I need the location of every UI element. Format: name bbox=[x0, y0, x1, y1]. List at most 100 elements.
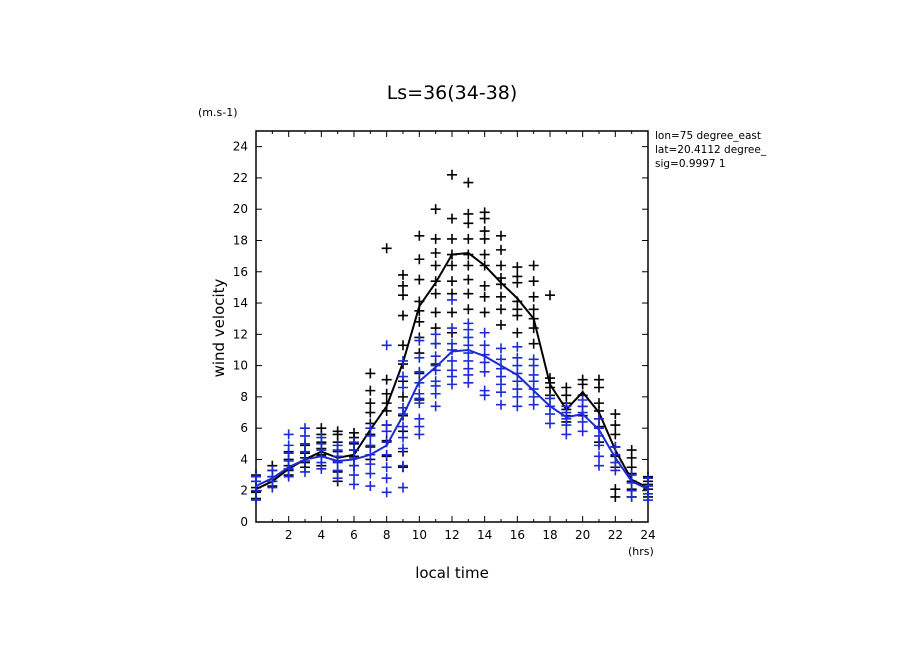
data-point bbox=[398, 421, 408, 432]
x-tick-label: 24 bbox=[640, 528, 655, 542]
data-point bbox=[496, 354, 506, 365]
data-point bbox=[561, 401, 572, 412]
data-point bbox=[381, 420, 392, 431]
data-point bbox=[430, 401, 441, 412]
data-point bbox=[512, 352, 523, 363]
x-tick-label: 8 bbox=[383, 528, 391, 542]
data-point bbox=[349, 479, 359, 490]
x-tick-label: 14 bbox=[477, 528, 492, 542]
data-point bbox=[463, 177, 474, 188]
x-tick-label: 12 bbox=[444, 528, 459, 542]
data-point bbox=[594, 460, 604, 471]
data-point bbox=[496, 304, 506, 315]
data-point bbox=[349, 427, 359, 438]
data-point bbox=[577, 416, 588, 427]
data-point bbox=[283, 429, 294, 440]
data-point bbox=[398, 340, 408, 351]
y-tick-label: 12 bbox=[233, 327, 248, 341]
data-point bbox=[479, 366, 490, 377]
data-point bbox=[528, 354, 539, 365]
data-point bbox=[365, 423, 376, 434]
data-point bbox=[283, 440, 294, 451]
y-tick-label: 6 bbox=[240, 421, 248, 435]
data-point bbox=[430, 233, 441, 244]
x-tick-label: 2 bbox=[285, 528, 293, 542]
y-tick-label: 14 bbox=[233, 296, 248, 310]
data-point bbox=[365, 481, 376, 492]
data-point bbox=[528, 338, 539, 349]
data-point bbox=[643, 473, 653, 484]
data-point bbox=[381, 388, 392, 399]
data-point bbox=[577, 395, 588, 406]
data-point bbox=[414, 413, 425, 424]
data-point bbox=[316, 423, 327, 434]
data-point bbox=[512, 262, 523, 273]
data-point bbox=[610, 409, 621, 420]
data-point bbox=[479, 307, 490, 318]
y-unit-label: (m.s-1) bbox=[198, 106, 238, 119]
data-point bbox=[300, 423, 310, 434]
y-tick-label: 4 bbox=[240, 452, 248, 466]
x-axis-label: local time bbox=[415, 564, 489, 582]
data-point bbox=[447, 365, 457, 376]
x-tick-label: 16 bbox=[510, 528, 525, 542]
y-tick-label: 10 bbox=[233, 359, 248, 373]
data-point bbox=[610, 441, 621, 452]
data-point bbox=[398, 391, 408, 402]
data-point bbox=[479, 327, 490, 338]
data-point bbox=[414, 335, 425, 346]
y-tick-label: 2 bbox=[240, 484, 248, 498]
data-point bbox=[414, 366, 425, 377]
data-point bbox=[332, 426, 343, 437]
data-point bbox=[512, 341, 523, 352]
data-point bbox=[251, 485, 261, 496]
data-point bbox=[463, 260, 474, 271]
data-point bbox=[398, 382, 408, 393]
data-point bbox=[528, 369, 539, 380]
data-point bbox=[398, 280, 408, 291]
data-point bbox=[479, 385, 490, 396]
data-point bbox=[463, 318, 474, 329]
data-point bbox=[545, 290, 555, 301]
data-point bbox=[545, 418, 555, 429]
data-point bbox=[398, 460, 408, 471]
data-point bbox=[447, 276, 457, 287]
y-tick-label: 18 bbox=[233, 233, 248, 247]
x-tick-label: 20 bbox=[575, 528, 590, 542]
data-point bbox=[381, 243, 392, 254]
data-point bbox=[463, 288, 474, 299]
data-point bbox=[479, 340, 490, 351]
data-point bbox=[365, 385, 376, 396]
y-axis-label: wind velocity bbox=[210, 278, 228, 377]
data-point bbox=[365, 398, 376, 409]
data-point bbox=[430, 288, 441, 299]
data-point bbox=[365, 407, 376, 418]
data-point bbox=[398, 482, 408, 493]
data-point bbox=[561, 382, 572, 393]
data-point bbox=[365, 468, 376, 479]
data-point bbox=[398, 432, 408, 443]
data-point bbox=[496, 319, 506, 330]
data-point bbox=[447, 323, 457, 334]
data-point bbox=[430, 351, 441, 362]
x-tick-label: 22 bbox=[608, 528, 623, 542]
info-lon: lon=75 degree_east bbox=[655, 130, 761, 142]
data-point bbox=[398, 371, 408, 382]
data-point bbox=[496, 260, 506, 271]
data-point bbox=[463, 218, 474, 229]
data-point bbox=[349, 470, 359, 481]
data-point bbox=[577, 426, 588, 437]
data-point bbox=[414, 352, 425, 363]
data-point bbox=[610, 429, 621, 440]
data-point bbox=[251, 495, 261, 506]
data-point bbox=[414, 230, 425, 241]
data-point bbox=[447, 260, 457, 271]
y-tick-label: 24 bbox=[233, 140, 248, 154]
data-point bbox=[381, 487, 392, 498]
data-point bbox=[398, 269, 408, 280]
info-sig: sig=0.9997 1 bbox=[655, 158, 726, 170]
data-point bbox=[496, 343, 506, 354]
data-point bbox=[528, 304, 539, 315]
data-point bbox=[577, 374, 588, 385]
